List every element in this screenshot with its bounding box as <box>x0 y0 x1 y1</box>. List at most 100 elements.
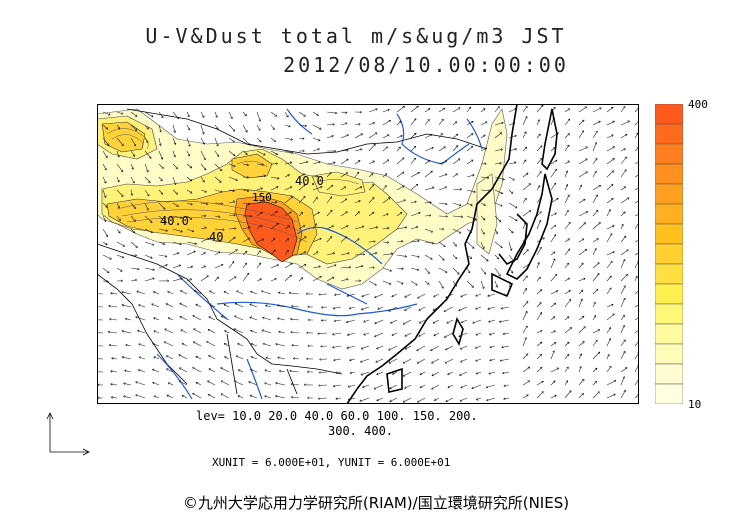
wind-arrow <box>270 223 279 230</box>
wind-arrow <box>375 319 384 324</box>
wind-arrow <box>376 358 384 362</box>
wind-arrow <box>382 254 393 256</box>
wind-arrow <box>578 327 585 334</box>
wind-arrow <box>480 228 484 234</box>
wind-arrow <box>186 251 195 256</box>
wind-arrow <box>265 396 272 399</box>
wind-arrow <box>501 306 510 309</box>
wind-arrow <box>284 197 293 204</box>
wind-arrow <box>634 316 639 321</box>
wind-arrow <box>494 254 499 259</box>
wind-arrow <box>424 254 432 259</box>
colorbar-segment <box>654 383 684 405</box>
wind-arrow <box>340 267 351 268</box>
wind-arrow <box>291 397 300 398</box>
wind-arrow <box>368 173 373 178</box>
wind-arrow <box>550 160 557 165</box>
wind-arrow <box>466 146 473 152</box>
wind-arrow <box>214 124 218 129</box>
wind-arrow <box>410 119 416 126</box>
wind-arrow <box>368 161 375 165</box>
wind-arrow <box>181 330 188 334</box>
wind-arrow <box>606 381 616 386</box>
wind-arrow <box>508 215 517 221</box>
wind-arrow <box>278 357 286 360</box>
wind-arrow <box>508 162 516 165</box>
wind-arrow <box>168 383 174 386</box>
wind-arrow <box>326 253 335 256</box>
wind-arrow <box>284 150 293 153</box>
wind-arrow <box>214 176 221 182</box>
wind-arrow <box>251 330 258 334</box>
wind-arrow <box>214 216 220 217</box>
wind-arrow <box>235 316 244 321</box>
contour-label: 40 <box>209 230 223 244</box>
wind-arrow <box>196 356 202 360</box>
wind-arrow <box>564 367 569 373</box>
wind-arrow <box>242 227 250 230</box>
wind-arrow <box>578 223 586 230</box>
wind-arrow <box>347 293 356 296</box>
wind-arrow <box>634 251 639 256</box>
wind-arrow <box>550 107 555 113</box>
wind-arrow <box>224 291 230 295</box>
wind-arrow <box>424 148 433 152</box>
wind-arrow <box>508 241 512 250</box>
wind-arrow <box>508 189 513 193</box>
wind-arrow <box>340 158 348 165</box>
wind-arrow <box>326 277 334 282</box>
wind-arrow <box>256 263 261 269</box>
wind-arrow <box>347 345 356 348</box>
wind-arrow <box>214 137 218 146</box>
wind-arrow <box>326 210 332 217</box>
wind-arrow <box>620 107 625 113</box>
contour-levels-line1: lev= 10.0 20.0 40.0 60.0 100. 150. 200. <box>196 409 478 423</box>
wind-arrow <box>592 195 598 204</box>
wind-arrow <box>536 381 543 386</box>
wind-arrow <box>564 145 569 152</box>
wind-arrow <box>578 147 588 152</box>
wind-arrow <box>606 171 614 178</box>
wind-arrow <box>124 383 132 386</box>
wind-arrow <box>236 356 244 360</box>
wind-arrow <box>116 150 119 157</box>
wind-arrow <box>196 304 202 308</box>
wind-arrow <box>375 332 384 337</box>
wind-arrow <box>122 357 132 360</box>
wind-arrow <box>522 198 527 204</box>
wind-arrow <box>438 267 447 273</box>
wind-arrow <box>333 332 342 335</box>
wind-arrow <box>564 134 570 139</box>
wind-arrow <box>263 317 272 321</box>
wind-arrow <box>208 394 216 399</box>
colorbar-segment <box>654 183 684 205</box>
wind-arrow <box>228 261 234 269</box>
wind-arrow <box>312 149 320 152</box>
wind-arrow <box>116 189 123 197</box>
wind-arrow <box>550 331 556 334</box>
wind-arrow <box>550 147 555 152</box>
wind-arrow <box>434 332 440 336</box>
wind-arrow <box>522 338 526 347</box>
wind-arrow <box>480 190 490 191</box>
wind-arrow <box>194 329 202 334</box>
wind-arrow <box>116 163 123 172</box>
wind-arrow <box>326 111 337 113</box>
wind-arrow <box>592 210 598 217</box>
wind-arrow <box>508 280 511 288</box>
wind-arrow <box>494 189 503 194</box>
wind-arrow <box>298 125 307 126</box>
wind-arrow <box>340 186 346 191</box>
wind-arrow <box>368 133 377 139</box>
wind-arrow <box>410 213 420 217</box>
wind-arrow <box>208 381 216 386</box>
wind-arrow <box>578 159 587 165</box>
wind-arrow <box>214 229 224 230</box>
wind-arrow <box>536 354 542 360</box>
wind-arrow <box>424 280 429 284</box>
wind-arrow <box>382 120 391 126</box>
wind-arrow <box>620 187 626 191</box>
wind-arrow <box>480 267 486 274</box>
wind-arrow <box>480 109 485 113</box>
wind-arrow <box>326 226 334 230</box>
